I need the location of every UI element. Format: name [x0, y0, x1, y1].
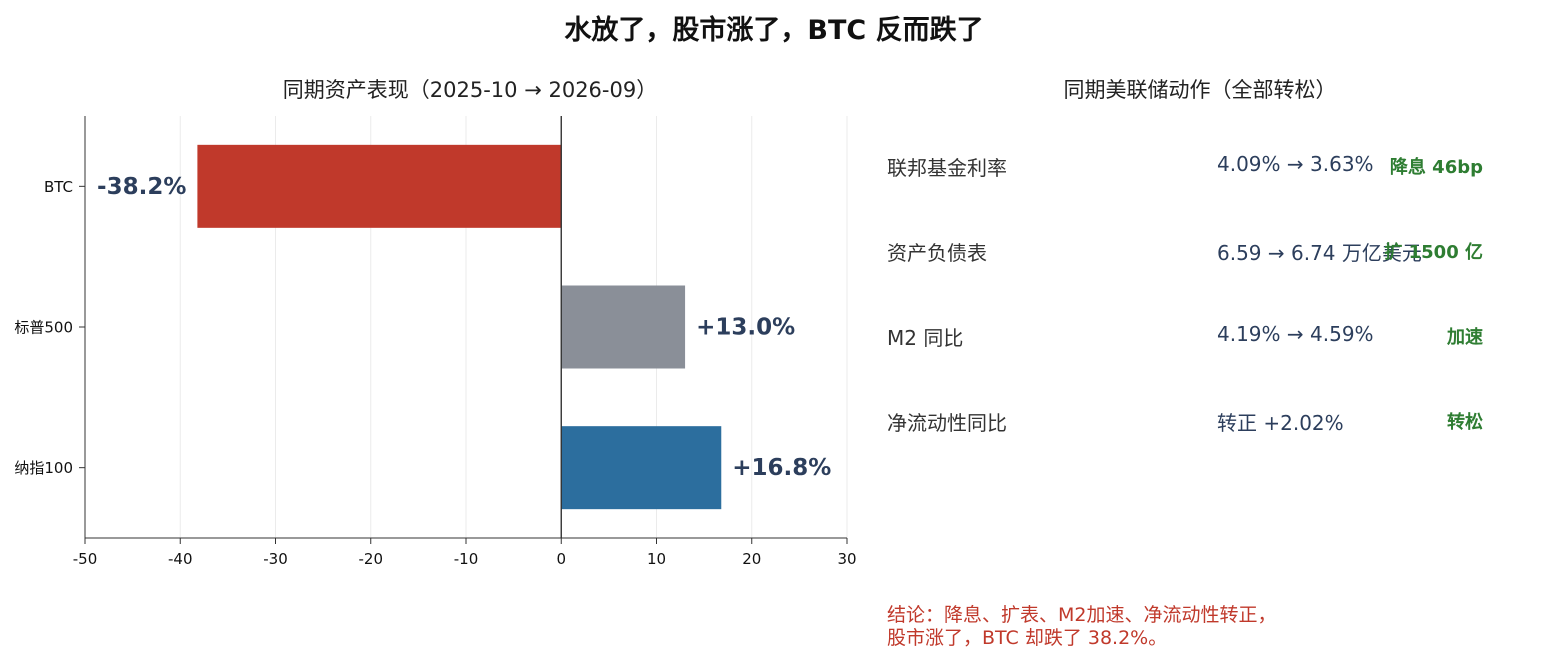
fed-panel-title: 同期美联储动作（全部转松） — [1063, 78, 1337, 102]
x-tick-label: -10 — [454, 550, 479, 568]
fed-row-tag: 扩 1500 亿 — [1384, 242, 1483, 263]
x-tick-label: 0 — [556, 550, 566, 568]
conclusion-line-1: 结论：降息、扩表、M2加速、净流动性转正， — [887, 604, 1277, 626]
value-label: +13.0% — [696, 315, 795, 341]
conclusion-text: 结论：降息、扩表、M2加速、净流动性转正， 股市涨了，BTC 却跌了 38.2%… — [887, 604, 1527, 650]
bar-2 — [561, 426, 722, 510]
fed-row-name: 资产负债表 — [887, 241, 987, 265]
fed-row-value: 4.09% → 3.63% — [1217, 152, 1374, 176]
fed-row-value: 4.19% → 4.59% — [1217, 322, 1374, 346]
x-tick-label: 10 — [647, 550, 666, 568]
fed-row-value: 6.59 → 6.74 万亿美元 — [1217, 241, 1422, 265]
bar-0 — [197, 144, 562, 228]
x-tick-label: -50 — [73, 550, 98, 568]
fed-row-balance-sheet: 资产负债表 6.59 → 6.74 万亿美元 扩 1500 亿 — [887, 237, 1487, 267]
main-title: 水放了，股市涨了，BTC 反而跌了 — [564, 15, 984, 46]
x-tick-label: -40 — [168, 550, 193, 568]
x-tick-label: 30 — [837, 550, 856, 568]
fed-row-net-liquidity: 净流动性同比 转正 +2.02% 转松 — [887, 407, 1487, 437]
bar-1 — [561, 285, 686, 369]
value-label: +16.8% — [732, 455, 831, 481]
fed-row-tag: 转松 — [1447, 412, 1483, 433]
chart-title: 同期资产表现（2025-10 → 2026-09） — [282, 78, 658, 102]
fed-row-tag: 降息 46bp — [1389, 157, 1483, 178]
bars — [197, 144, 722, 510]
axes: BTC 标普500 纳指100 -50 -40 -30 -20 -10 0 10 20 30 — [14, 116, 857, 568]
fed-row-m2: M2 同比 4.19% → 4.59% 加速 — [887, 322, 1487, 352]
value-labels: -38.2% +13.0% +16.8% — [97, 174, 831, 481]
category-label: BTC — [44, 178, 73, 196]
value-label: -38.2% — [97, 174, 186, 200]
fed-row-value: 转正 +2.02% — [1217, 411, 1344, 435]
x-tick-label: -30 — [263, 550, 288, 568]
category-label: 标普500 — [14, 319, 73, 337]
fed-row-name: 联邦基金利率 — [887, 156, 1007, 180]
x-tick-label: 20 — [742, 550, 761, 568]
fed-row-name: 净流动性同比 — [887, 411, 1007, 435]
conclusion-line-2: 股市涨了，BTC 却跌了 38.2%。 — [887, 627, 1168, 649]
fed-row-tag: 加速 — [1447, 327, 1483, 348]
fed-row-name: M2 同比 — [887, 326, 964, 350]
asset-performance-chart: -38.2% +13.0% +16.8% BTC 标普500 纳指100 -50 -40 -3… — [14, 116, 857, 568]
x-tick-label: -20 — [359, 550, 384, 568]
fed-row-rate: 联邦基金利率 4.09% → 3.63% 降息 46bp — [887, 152, 1487, 182]
category-label: 纳指100 — [14, 459, 73, 477]
